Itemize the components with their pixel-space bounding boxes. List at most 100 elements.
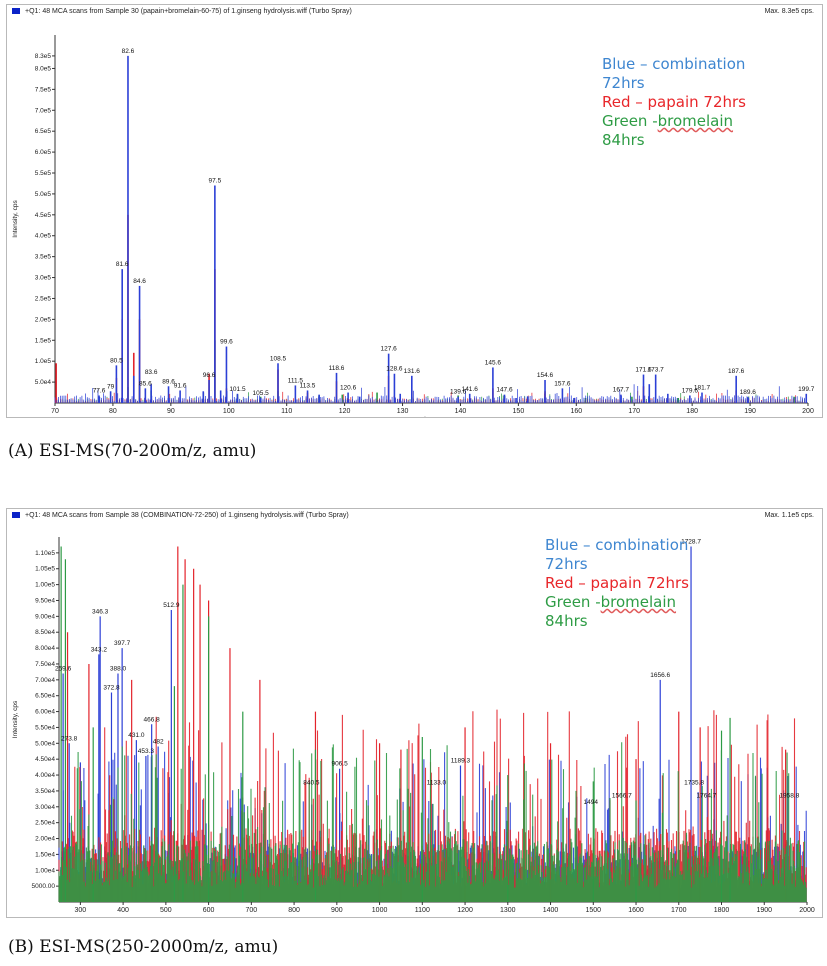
x-tick-label: 300 xyxy=(75,907,87,914)
x-tick-label: 1900 xyxy=(756,907,772,914)
y-tick-label: 4.5e5 xyxy=(35,212,52,219)
peak-label: 1566.7 xyxy=(612,792,632,799)
chart-header-a: +Q1: 48 MCA scans from Sample 30 (papain… xyxy=(7,5,820,18)
peak-label: 167.7 xyxy=(613,387,630,394)
underlined-word: bromelain xyxy=(657,112,734,130)
y-tick-label: 4.50e4 xyxy=(35,756,55,763)
y-tick-label: 5.0e4 xyxy=(35,379,52,386)
y-tick-label: 9.50e4 xyxy=(35,597,55,604)
y-tick-label: 7.00e4 xyxy=(35,677,55,684)
peak-label: 397.7 xyxy=(114,640,131,647)
peak-label: 105.5 xyxy=(252,390,269,397)
peak-label: 512.9 xyxy=(163,602,180,609)
y-tick-label: 1.0e5 xyxy=(35,358,52,365)
series-noise xyxy=(58,742,807,902)
x-tick-label: 1400 xyxy=(543,907,559,914)
peak-label: 84.6 xyxy=(133,278,146,285)
peak-label: 77.6 xyxy=(93,387,106,394)
x-tick-label: 800 xyxy=(288,907,300,914)
peak-label: 81.6 xyxy=(116,261,129,268)
peak-label: 1656.6 xyxy=(650,672,670,679)
y-tick-label: 1.00e5 xyxy=(35,582,55,589)
x-tick-label: 400 xyxy=(117,907,129,914)
x-tick-label: 80 xyxy=(109,408,117,415)
y-tick-label: 5.0e5 xyxy=(35,191,52,198)
peak-label: 171.6 xyxy=(635,367,652,374)
y-tick-label: 8.0e5 xyxy=(35,65,52,72)
y-tick-label: 6.5e5 xyxy=(35,128,52,135)
x-tick-label: 1600 xyxy=(628,907,644,914)
legend-a-green-duration: 84hrs xyxy=(602,131,645,149)
y-axis-label: Intensity, cps xyxy=(12,700,19,738)
peak-label: 120.6 xyxy=(340,385,357,392)
x-tick-label: 1300 xyxy=(500,907,516,914)
x-tick-label: 200 xyxy=(802,408,814,415)
peak-label: 189.6 xyxy=(740,389,757,396)
peak-label: 96.6 xyxy=(203,372,216,379)
peak-label: 157.6 xyxy=(554,380,571,387)
peak-label: 343.2 xyxy=(91,646,108,653)
peak-label: 906.5 xyxy=(331,761,348,768)
y-tick-label: 3.50e4 xyxy=(35,788,55,795)
y-tick-label: 7.0e5 xyxy=(35,107,52,114)
y-axis-label: Intensity, cps xyxy=(12,200,19,238)
peak-label: 179.6 xyxy=(682,387,699,394)
legend-b-red: Red – papain 72hrs xyxy=(545,574,689,592)
x-tick-label: 900 xyxy=(331,907,343,914)
peak-label: 145.6 xyxy=(485,359,502,366)
x-tick-label: 600 xyxy=(203,907,215,914)
peak-label: 97.5 xyxy=(209,178,222,185)
y-tick-label: 2.5e5 xyxy=(35,295,52,302)
peak-label: 1133.0 xyxy=(427,780,447,787)
legend-a-red: Red – papain 72hrs xyxy=(602,93,746,111)
peak-label: 181.7 xyxy=(694,385,711,392)
legend-b-blue-duration: 72hrs xyxy=(545,555,588,573)
chart-header-b: +Q1: 48 MCA scans from Sample 38 (COMBIN… xyxy=(7,509,820,522)
peak-label: 840.5 xyxy=(303,780,320,787)
x-tick-label: 700 xyxy=(245,907,257,914)
peak-label: 147.6 xyxy=(496,387,513,394)
peak-label: 1728.7 xyxy=(681,539,701,546)
peak-label: 131.6 xyxy=(404,368,421,375)
y-tick-label: 7.5e5 xyxy=(35,86,52,93)
peak-label: 431.0 xyxy=(128,732,145,739)
y-tick-label: 3.00e4 xyxy=(35,804,55,811)
peak-label: 91.6 xyxy=(174,382,187,389)
peak-label: 1189.3 xyxy=(451,758,471,765)
legend-a-blue-duration: 72hrs xyxy=(602,74,645,92)
x-tick-label: 190 xyxy=(744,408,756,415)
peak-label: 453.3 xyxy=(138,748,155,755)
y-tick-label: 1.5e5 xyxy=(35,337,52,344)
y-tick-label: 2.0e5 xyxy=(35,316,52,323)
chart-frame-b: +Q1: 48 MCA scans from Sample 38 (COMBIN… xyxy=(6,508,823,918)
y-tick-label: 5.00e4 xyxy=(35,740,55,747)
x-tick-label: 120 xyxy=(339,408,351,415)
x-tick-label: 1200 xyxy=(457,907,473,914)
peak-label: 466.8 xyxy=(144,716,161,723)
y-tick-label: 4.0e5 xyxy=(35,233,52,240)
peak-label: 154.6 xyxy=(537,372,554,379)
legend-b-green: Green -bromelain xyxy=(545,593,677,611)
peak-label: 1764.7 xyxy=(696,792,716,799)
peak-label: 482 xyxy=(153,738,164,745)
y-tick-label: 6.50e4 xyxy=(35,693,55,700)
peak-label: 199.7 xyxy=(798,386,815,393)
x-tick-label: 160 xyxy=(570,408,582,415)
x-tick-label: 150 xyxy=(513,408,525,415)
y-tick-label: 2.00e4 xyxy=(35,836,55,843)
peak-label: 259.6 xyxy=(55,665,72,672)
peak-label: 79 xyxy=(107,383,115,390)
peak-label: 108.5 xyxy=(270,355,287,362)
peak-label: 128.6 xyxy=(386,366,403,373)
y-tick-label: 5.50e4 xyxy=(35,724,55,731)
series-0 xyxy=(54,55,808,403)
x-tick-label: 70 xyxy=(51,408,59,415)
peak-label: 346.3 xyxy=(92,608,109,615)
y-tick-label: 1.50e4 xyxy=(35,851,55,858)
peak-label: 1494 xyxy=(583,799,598,806)
spectrum-chart-b: 5000.00 1.00e4 1.50e4 2.00e4 2.50e4 3.00e4 3.5… xyxy=(12,537,815,914)
legend-b: Blue – combination 72hrs Red – papain 72… xyxy=(545,536,689,631)
y-tick-label: 8.00e4 xyxy=(35,645,55,652)
peak-label: 139.6 xyxy=(450,389,467,396)
y-tick-label: 3.5e5 xyxy=(35,254,52,261)
